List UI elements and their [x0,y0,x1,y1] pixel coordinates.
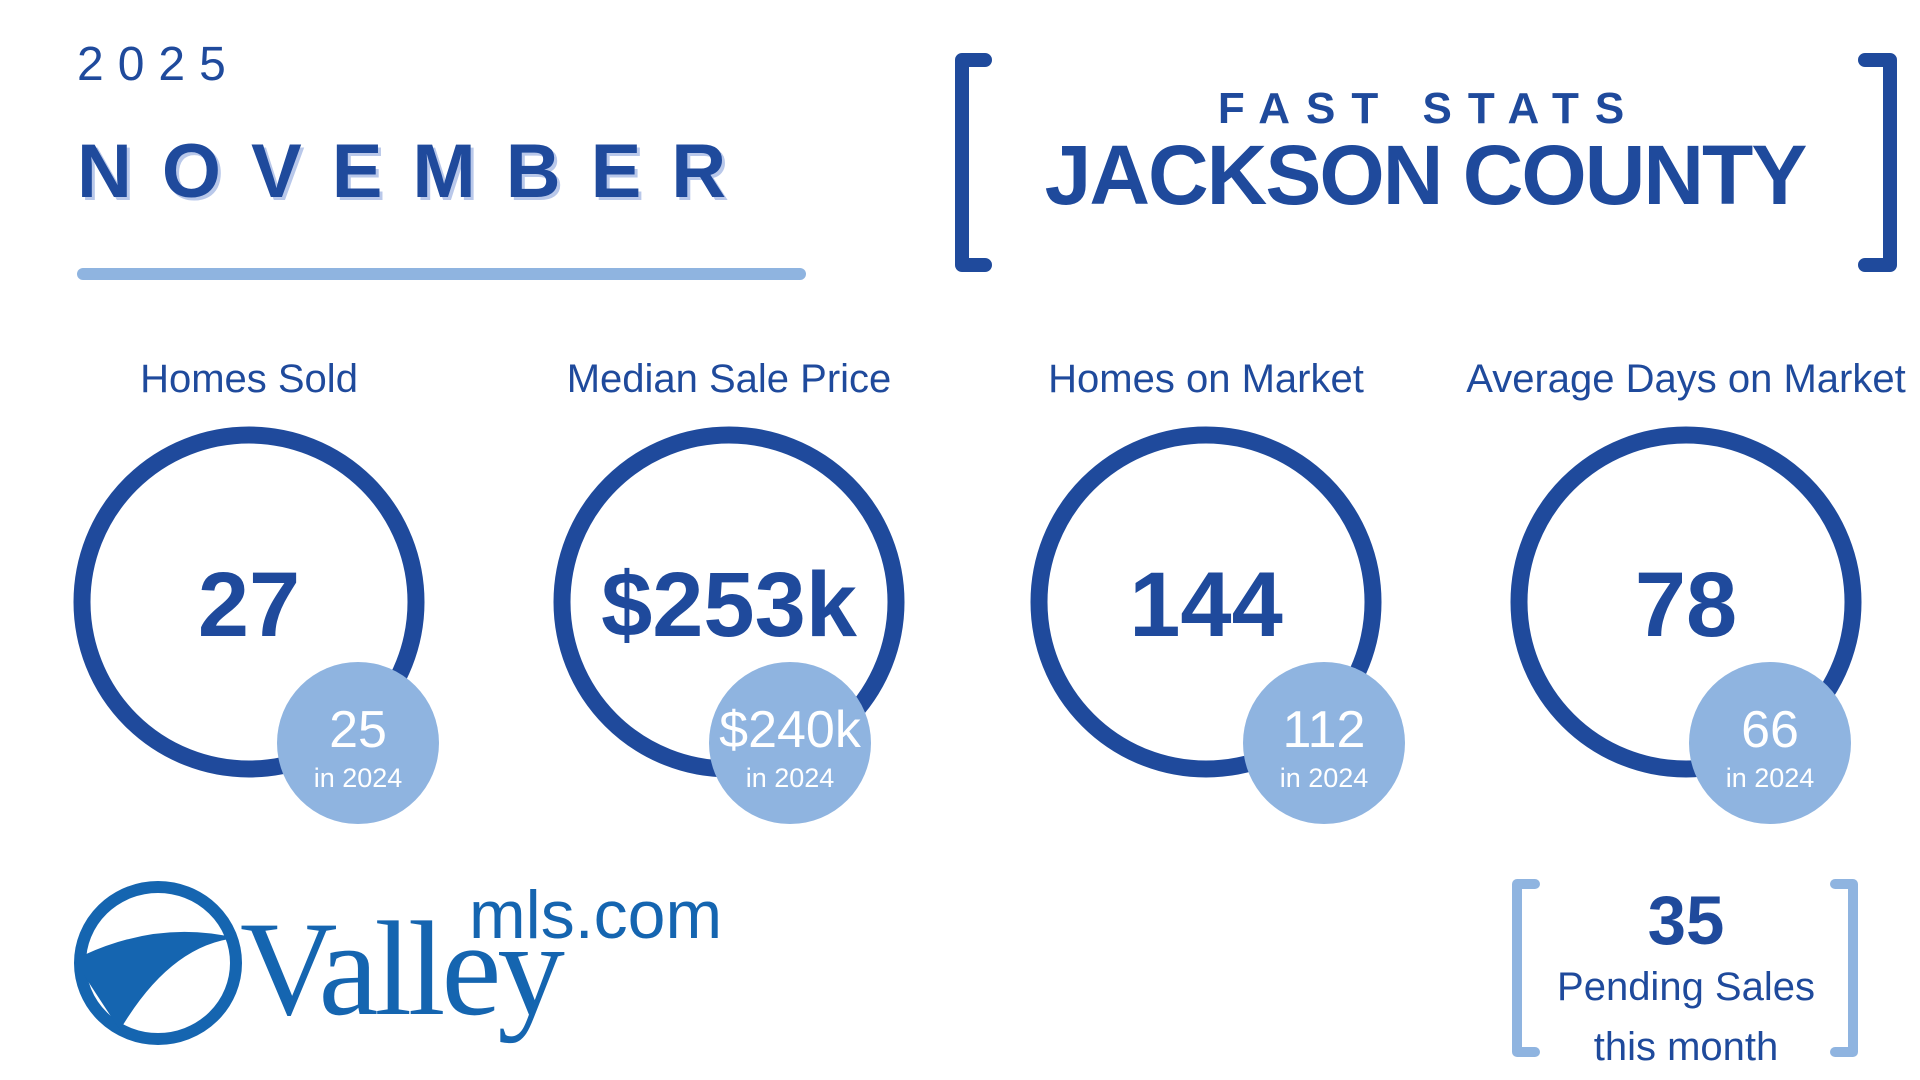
stat-ring [1030,426,1382,778]
subtitle: FAST STATS [1218,84,1640,133]
prior-label: in 2024 [746,763,835,793]
pending-label: Pending Sales [1557,965,1815,1009]
pending-bracket-right [1830,879,1858,1057]
bracket-left [955,53,992,272]
stat-value: $253k [601,554,858,656]
prior-label: in 2024 [1280,763,1369,793]
logo-suffix: mls.com [469,877,722,953]
stats: Homes Sold 27 25 in 2024 Median Sale Price $2… [73,357,1906,824]
pending-bracket-left [1512,879,1540,1057]
county: JACKSON COUNTY [1045,128,1807,222]
prior-value: 25 [329,701,387,759]
logo-ring [74,881,242,1045]
stat-value: 27 [198,554,300,656]
month-shadow: NOVEMBER [80,132,759,217]
stat-label: Average Days on Market [1466,357,1905,401]
pending-label: this month [1594,1025,1779,1069]
year: 2025 [77,38,240,91]
bracket-right [1858,53,1897,272]
prior-badge [709,662,871,824]
prior-label: in 2024 [314,763,403,793]
prior-value: 66 [1741,701,1799,759]
prior-value: $240k [719,701,862,759]
stat-ring [1510,426,1862,778]
stat-value: 78 [1635,554,1737,656]
stat-value: 144 [1129,554,1283,656]
logo-swoosh [84,931,236,1030]
stat-label: Homes Sold [140,357,358,401]
prior-label: in 2024 [1726,763,1815,793]
stat-label: Median Sale Price [567,357,892,401]
prior-badge [1243,662,1405,824]
prior-badge [1689,662,1851,824]
logo-main: Valley [240,895,564,1044]
pending-value: 35 [1648,882,1725,959]
stat-label: Homes on Market [1048,357,1364,401]
prior-value: 112 [1283,701,1366,759]
prior-badge [277,662,439,824]
logo: Valley mls.com [74,877,722,1045]
month: NOVEMBER [77,129,756,214]
stat-ring [73,426,425,778]
